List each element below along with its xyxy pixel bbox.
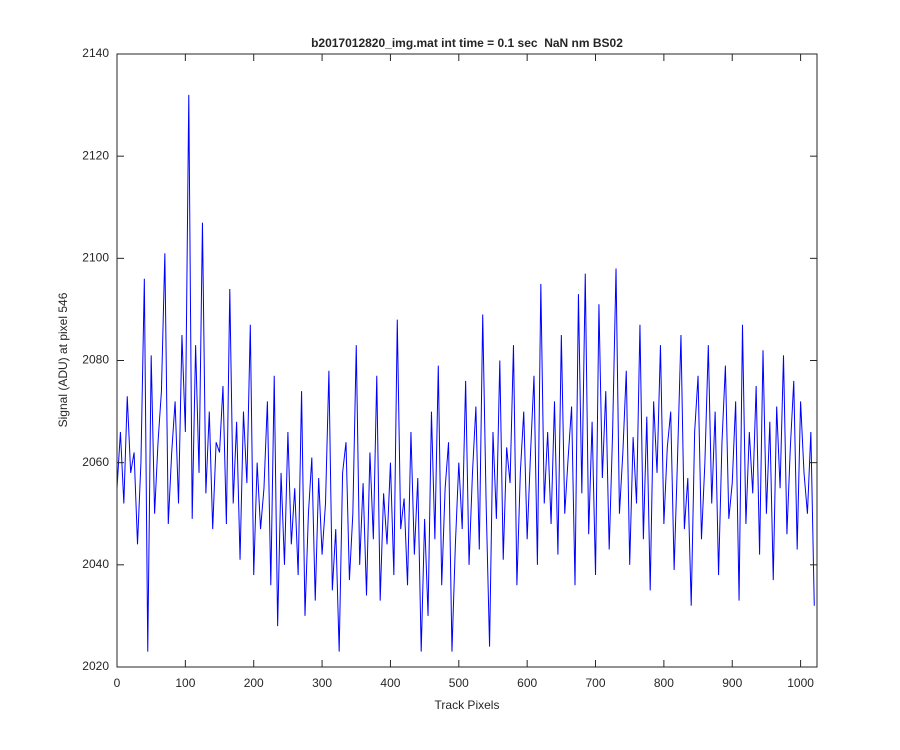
x-tick-label: 500 <box>449 676 469 690</box>
x-tick-label: 700 <box>586 676 606 690</box>
y-tick-label: 2080 <box>82 353 109 367</box>
x-tick-label: 900 <box>722 676 742 690</box>
x-tick-label: 200 <box>244 676 264 690</box>
y-tick-label: 2040 <box>82 557 109 571</box>
data-line <box>116 94 815 652</box>
x-tick-label: 600 <box>517 676 537 690</box>
y-tick-label: 2120 <box>82 148 109 162</box>
x-tick-label: 1000 <box>787 676 814 690</box>
x-tick-label: 300 <box>312 676 332 690</box>
y-tick-label: 2020 <box>82 659 109 673</box>
y-tick-label: 2140 <box>82 46 109 60</box>
x-tick-label: 400 <box>380 676 400 690</box>
y-tick-label: 2060 <box>82 455 109 469</box>
x-tick-label: 0 <box>114 676 121 690</box>
x-tick-label: 100 <box>175 676 195 690</box>
x-axis-label: Track Pixels <box>435 698 500 712</box>
y-tick-label: 2100 <box>82 251 109 265</box>
y-axis-label: Signal (ADU) at pixel 546 <box>56 292 70 427</box>
chart-title: b2017012820_img.mat int time = 0.1 sec N… <box>311 36 623 50</box>
x-tick-label: 800 <box>654 676 674 690</box>
